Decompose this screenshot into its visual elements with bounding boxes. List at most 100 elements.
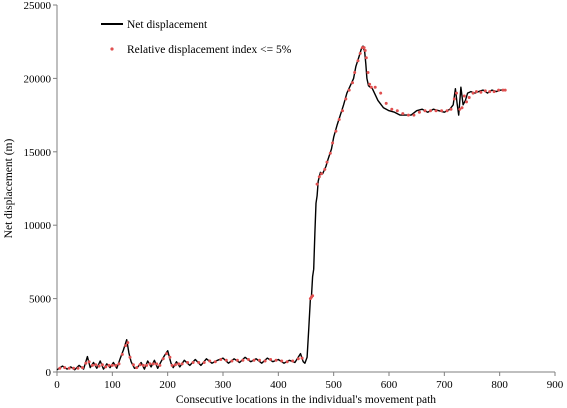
data-point-relative-displacement [417,110,421,114]
data-point-relative-displacement [58,366,62,370]
data-point-relative-displacement [148,362,152,366]
data-point-relative-displacement [191,361,195,364]
data-point-relative-displacement [452,97,456,101]
data-point-relative-displacement [165,352,169,356]
data-point-relative-displacement [455,91,458,95]
data-point-relative-displacement [423,109,427,113]
y-axis-title: Net displacement (m) [3,139,15,239]
data-point-relative-displacement [373,85,377,89]
series-lines [56,45,506,371]
data-point-relative-displacement [395,109,399,113]
data-point-relative-displacement [328,151,332,155]
x-axis-ticks: 0 100 200 300 400 500 600 700 800 900 [54,372,564,391]
data-point-relative-displacement [379,91,383,95]
data-point-relative-displacement [84,361,88,365]
data-point-relative-displacement [177,362,181,366]
data-point-relative-displacement [296,357,300,361]
data-point-relative-displacement [263,359,267,363]
data-point-relative-displacement [81,366,84,370]
data-point-relative-displacement [317,175,321,179]
data-point-relative-displacement [368,82,372,86]
data-point-relative-displacement [87,360,91,364]
data-point-relative-displacement [320,172,323,176]
data-point-relative-displacement [208,359,212,363]
y-tick-label: 20000 [24,73,52,85]
data-point-relative-displacement [465,100,468,104]
data-point-relative-displacement [497,88,501,92]
data-point-relative-displacement [503,88,507,92]
data-point-relative-displacement [356,59,360,63]
x-axis-title: Consecutive locations in the individual'… [176,394,436,406]
data-point-relative-displacement [334,129,338,133]
data-point-relative-displacement [90,363,94,367]
y-tick-label: 0 [46,367,52,379]
data-point-relative-displacement [337,118,341,121]
y-axis-ticks: 0 5000 10000 15000 20000 25000 [24,0,57,379]
x-tick-label: 500 [325,379,342,391]
data-point-relative-displacement [97,364,101,368]
data-point-relative-displacement [366,71,370,74]
data-point-relative-displacement [247,358,250,361]
data-point-relative-displacement [230,359,234,363]
data-point-relative-displacement [100,363,104,367]
x-tick-label: 800 [491,379,508,391]
data-point-relative-displacement [449,107,453,111]
data-point-relative-displacement [467,96,471,99]
data-point-relative-displacement [462,94,466,98]
data-point-relative-displacement [135,366,139,370]
x-tick-label: 900 [547,379,564,391]
data-point-relative-displacement [285,360,289,364]
data-point-relative-displacement [406,113,410,117]
data-point-relative-displacement [315,182,319,186]
data-point-relative-displacement [384,101,388,105]
data-point-relative-displacement [369,85,373,89]
data-point-relative-displacement [274,358,278,362]
legend-label-net-displacement: Net displacement [127,19,208,31]
data-point-relative-displacement [300,356,304,360]
data-point-relative-displacement [104,365,108,369]
data-point-relative-displacement [269,358,273,361]
data-point-relative-displacement [72,366,76,370]
data-point-relative-displacement [67,366,71,370]
data-point-relative-displacement [344,97,348,101]
data-point-relative-displacement [241,358,245,362]
data-point-relative-displacement [197,361,201,364]
data-point-relative-displacement [94,363,98,367]
data-point-relative-displacement [258,358,261,362]
y-tick-label: 5000 [29,294,52,306]
data-point-relative-displacement [364,56,368,60]
x-tick-label: 400 [270,379,287,391]
data-point-relative-displacement [213,360,217,364]
data-point-relative-displacement [353,71,357,74]
data-point-relative-displacement [128,355,132,359]
x-tick-label: 0 [54,379,60,391]
data-point-relative-displacement [161,357,165,361]
data-point-relative-displacement [311,294,315,298]
data-point-relative-displacement [471,91,475,95]
y-tick-label: 25000 [24,0,52,12]
data-point-relative-displacement [124,344,128,348]
data-point-relative-displacement [155,362,159,366]
data-point-relative-displacement [76,366,80,370]
data-point-relative-displacement [445,109,449,113]
data-point-relative-displacement [180,362,184,366]
plot-area: 0 100 200 300 400 500 600 700 800 900 0 5000 10000 1… [24,0,564,391]
data-point-relative-displacement [114,363,118,367]
data-point-relative-displacement [440,109,444,113]
data-point-relative-displacement [362,46,366,50]
data-point-relative-displacement [219,358,223,361]
data-point-relative-displacement [107,363,111,367]
x-tick-label: 200 [159,379,176,391]
data-point-relative-displacement [173,363,177,367]
data-point-relative-displacement [141,363,145,367]
data-point-relative-displacement [401,112,405,116]
data-point-relative-displacement [126,341,130,345]
y-tick-label: 15000 [24,147,52,159]
data-point-relative-displacement [170,363,174,367]
data-point-relative-displacement [235,358,239,362]
data-point-relative-displacement [347,88,351,92]
data-point-relative-displacement [358,51,362,55]
data-point-relative-displacement [323,167,327,171]
data-point-relative-displacement [458,107,462,111]
data-point-relative-displacement [252,358,256,362]
